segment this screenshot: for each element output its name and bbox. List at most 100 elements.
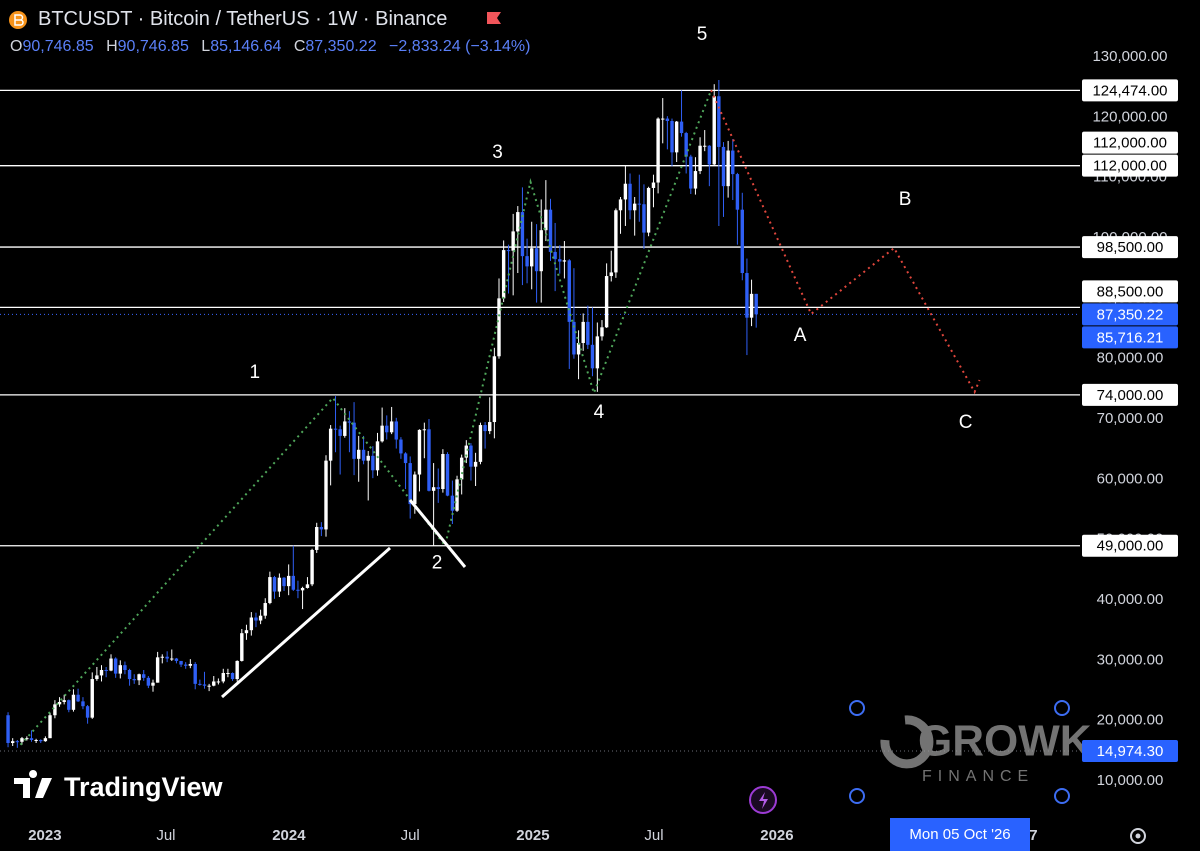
crosshair-date-box xyxy=(890,818,1030,851)
candle-body xyxy=(464,445,469,458)
candle-body xyxy=(604,276,609,328)
candle-body xyxy=(712,96,716,165)
candle-body xyxy=(104,669,108,671)
candle-body xyxy=(422,429,427,431)
candle-body xyxy=(193,663,197,684)
candle-body xyxy=(413,474,417,505)
ohlc-key: C xyxy=(293,38,306,55)
price-box-label: 88,500.00 xyxy=(1097,283,1164,300)
x-tick-label: 2023 xyxy=(28,827,61,844)
wave-label: 1 xyxy=(250,362,261,383)
candle-body xyxy=(142,674,146,678)
candle-body xyxy=(155,657,160,683)
trend-line xyxy=(221,546,391,699)
candle-body xyxy=(263,603,267,616)
candle-body xyxy=(118,665,122,674)
candle-body xyxy=(76,694,80,702)
candle-body xyxy=(670,120,674,153)
candle-body xyxy=(160,656,164,658)
candle-body xyxy=(113,658,118,674)
candle-body xyxy=(85,706,90,718)
candle-body xyxy=(207,685,211,687)
price-box-label: 87,350.22 xyxy=(1097,306,1164,323)
handle[interactable] xyxy=(849,700,865,716)
candle-body xyxy=(235,660,239,680)
candle-body xyxy=(558,259,562,262)
candle-body xyxy=(661,118,665,120)
handle[interactable] xyxy=(1054,788,1070,804)
trend-line xyxy=(408,499,467,568)
y-tick-label: 80,000.00 xyxy=(1097,350,1164,367)
candle-body xyxy=(6,715,10,743)
candle-body xyxy=(689,156,693,189)
candle-body xyxy=(511,231,515,251)
candle-body xyxy=(57,701,62,705)
candle-body xyxy=(319,527,324,530)
candle-body xyxy=(459,457,464,480)
handle[interactable] xyxy=(849,788,865,804)
price-box xyxy=(1082,79,1178,102)
candle-body xyxy=(15,741,20,743)
y-tick-label: 20,000.00 xyxy=(1097,712,1164,729)
candle-body xyxy=(646,187,651,233)
candle-body xyxy=(501,250,506,299)
candle-body xyxy=(71,694,76,710)
candle-body xyxy=(586,321,590,345)
settings-button[interactable] xyxy=(1130,828,1146,844)
candle-body xyxy=(254,617,258,621)
candle-body xyxy=(62,700,66,702)
candle-body xyxy=(67,700,71,710)
candle-body xyxy=(572,321,576,355)
candle-body xyxy=(628,183,632,211)
candle-body xyxy=(310,549,314,585)
candle-body xyxy=(132,679,136,681)
candle-body xyxy=(637,203,642,205)
ohlc-key: H xyxy=(106,38,118,55)
x-tick-label: Jul xyxy=(156,827,175,844)
candle-body xyxy=(534,248,539,272)
candle-body xyxy=(95,675,99,680)
candle-body xyxy=(352,422,356,459)
settings-icon xyxy=(1135,833,1141,839)
selection-handles[interactable] xyxy=(849,700,1070,804)
price-box xyxy=(1082,236,1178,259)
y-tick-label: 60,000.00 xyxy=(1097,470,1164,487)
candle-body xyxy=(562,260,567,262)
candle-body xyxy=(165,656,169,659)
x-tick-label: 2026 xyxy=(760,827,793,844)
candle-body xyxy=(492,356,497,423)
candle-body xyxy=(600,327,604,337)
handle[interactable] xyxy=(1054,700,1070,716)
candle-body xyxy=(123,665,127,670)
candle-body xyxy=(90,679,94,718)
wave-label: C xyxy=(959,412,973,433)
watermark-icon xyxy=(880,715,934,769)
candle-body xyxy=(614,210,618,273)
candle-body xyxy=(745,273,749,318)
candle-body xyxy=(137,674,141,681)
candle-body xyxy=(403,453,408,464)
price-box xyxy=(1082,131,1178,154)
candle-body xyxy=(553,251,557,260)
y-tick-label: 30,000.00 xyxy=(1097,651,1164,668)
candle-body xyxy=(99,669,104,676)
candle-body xyxy=(244,630,249,634)
candle-body xyxy=(417,429,422,475)
x-tick-label: 2025 xyxy=(516,827,549,844)
candle-body xyxy=(300,587,305,591)
watermark-subtext: FINANCE xyxy=(922,768,1034,785)
candle-body xyxy=(693,171,698,189)
ohlc-value: 85,146.64 xyxy=(210,38,282,55)
flag-icon[interactable] xyxy=(487,12,501,24)
price-box xyxy=(1082,739,1178,762)
candle-body xyxy=(567,260,571,322)
candle-body xyxy=(581,321,585,344)
price-box-label: 112,000.00 xyxy=(1093,158,1167,175)
wave-label: B xyxy=(899,189,912,210)
price-box-label: 85,716.21 xyxy=(1097,329,1164,346)
candle-body xyxy=(188,663,193,666)
crosshair-date-label: Mon 05 Oct '26 xyxy=(909,826,1010,843)
candle-body xyxy=(20,738,24,742)
y-tick-label: 10,000.00 xyxy=(1097,772,1164,789)
